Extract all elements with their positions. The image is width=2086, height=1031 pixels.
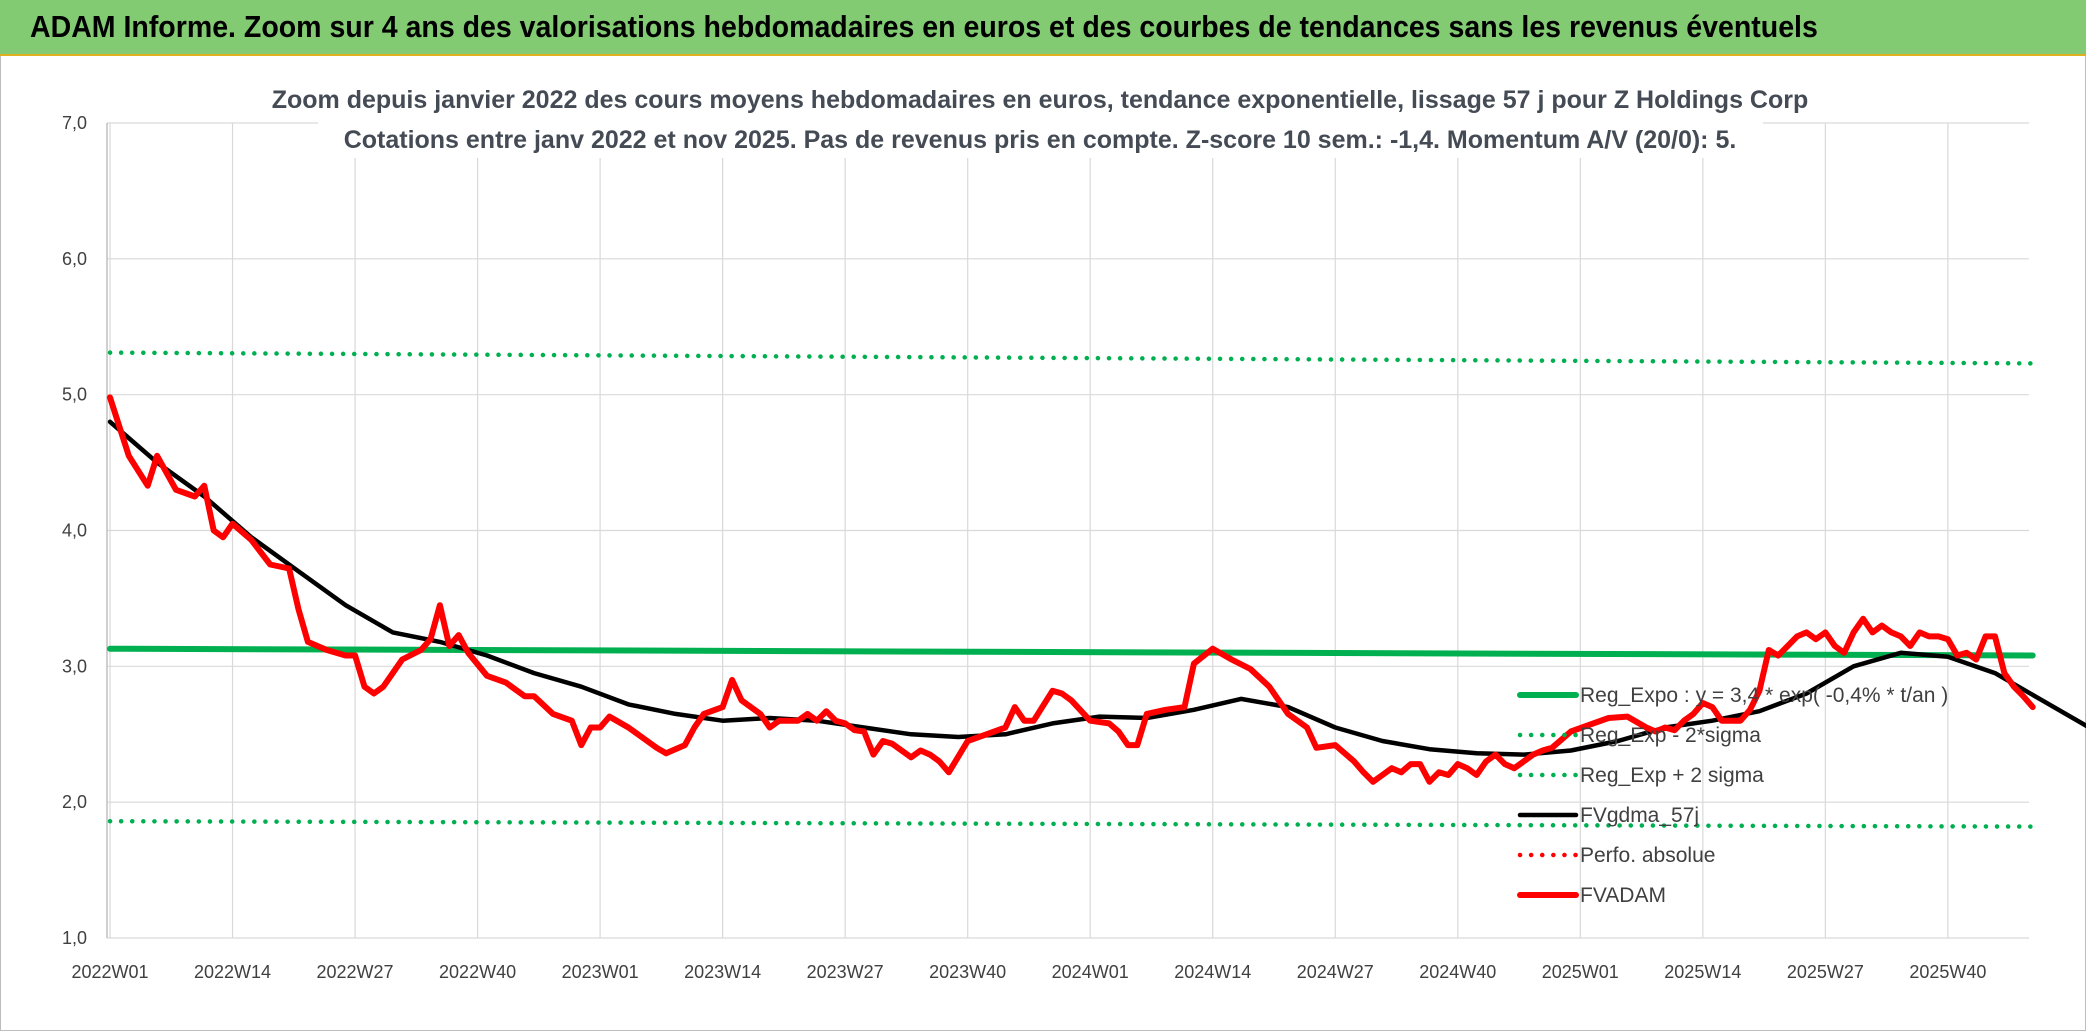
legend-label: FVgdma_57j [1580, 804, 1699, 827]
axis-ticks: 7,0 6,0 5,0 4,0 3,0 2,0 1,0 2022W01 2022W14 2022W… [62, 113, 1986, 982]
series-line-0 [107, 645, 2036, 659]
x-tick-label: 2023W40 [929, 962, 1006, 982]
series-line-1 [107, 818, 2035, 829]
y-tick-label: 1,0 [62, 928, 87, 948]
y-tick-label: 2,0 [62, 792, 87, 812]
x-tick-label: 2023W01 [562, 962, 639, 982]
x-tick-label: 2023W27 [807, 962, 884, 982]
legend-label: Reg_Exp - 2*sigma [1580, 724, 1761, 747]
chart-grid [106, 122, 2029, 939]
chart-title-background [318, 86, 1763, 158]
chart-subtitle: Cotations entre janv 2022 et nov 2025. P… [344, 126, 1737, 154]
x-tick-label: 2024W01 [1052, 962, 1129, 982]
x-tick-label: 2025W40 [1909, 962, 1986, 982]
y-tick-label: 6,0 [62, 249, 87, 269]
x-tick-label: 2022W01 [71, 962, 148, 982]
x-tick-label: 2025W27 [1787, 962, 1864, 982]
series-line-5 [107, 394, 2036, 785]
series-line-2 [107, 350, 2035, 366]
x-tick-label: 2024W27 [1297, 962, 1374, 982]
chart-title: Zoom depuis janvier 2022 des cours moyen… [272, 86, 1809, 114]
x-tick-label: 2024W14 [1174, 962, 1251, 982]
y-tick-label: 7,0 [62, 113, 87, 133]
line-chart: Zoom depuis janvier 2022 des cours moyen… [62, 86, 2086, 982]
legend-label: Reg_Exp + 2 sigma [1580, 764, 1764, 787]
y-tick-label: 5,0 [62, 385, 87, 405]
x-tick-label: 2022W27 [317, 962, 394, 982]
x-tick-label: 2025W14 [1664, 962, 1741, 982]
legend-label: Perfo. absolue [1580, 844, 1715, 867]
y-tick-label: 4,0 [62, 521, 87, 541]
report-banner: ADAM Informe. Zoom sur 4 ans des valoris… [0, 0, 2086, 56]
y-tick-label: 3,0 [62, 656, 87, 676]
chart-series [107, 350, 2086, 829]
chart-legend: Reg_Expo : y = 3,4 * exp( -0,4% * t/an )… [1517, 684, 1948, 907]
x-tick-label: 2025W01 [1542, 962, 1619, 982]
legend-label: FVADAM [1580, 884, 1666, 907]
legend-label: Reg_Expo : y = 3,4 * exp( -0,4% * t/an ) [1580, 684, 1948, 707]
x-tick-label: 2024W40 [1419, 962, 1496, 982]
x-tick-label: 2023W14 [684, 962, 761, 982]
x-tick-label: 2022W14 [194, 962, 271, 982]
report-banner-title: ADAM Informe. Zoom sur 4 ans des valoris… [30, 9, 1818, 44]
x-tick-label: 2022W40 [439, 962, 516, 982]
